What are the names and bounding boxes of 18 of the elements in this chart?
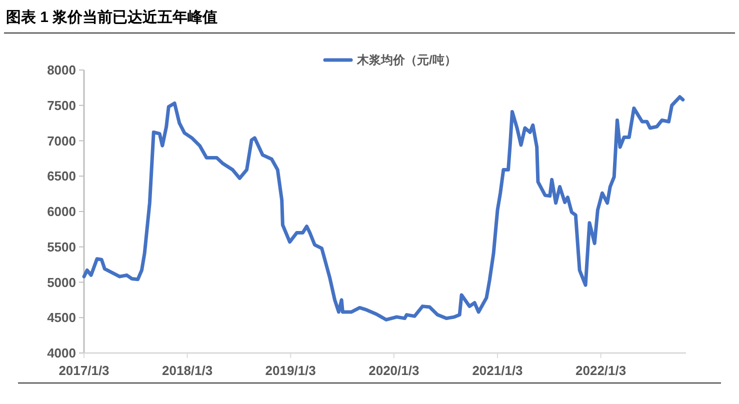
x-tick-label: 2021/1/3 bbox=[472, 363, 523, 378]
y-tick-label: 7500 bbox=[47, 98, 76, 113]
x-tick-label: 2017/1/3 bbox=[58, 363, 110, 378]
y-tick-label: 4500 bbox=[47, 310, 76, 326]
y-tick-label: 8000 bbox=[47, 62, 76, 78]
line-series bbox=[82, 95, 685, 322]
x-tick-label: 2018/1/3 bbox=[162, 363, 213, 378]
chart-title: 图表 1 浆价当前已达近五年峰值 bbox=[6, 9, 218, 26]
y-tick-label: 5500 bbox=[47, 239, 76, 254]
x-tick-label: 2019/1/3 bbox=[265, 363, 316, 378]
y-tick-label: 6500 bbox=[47, 168, 76, 184]
x-tick-label: 2022/1/3 bbox=[576, 363, 626, 378]
y-tick-label: 6000 bbox=[47, 204, 76, 220]
y-tick-label: 5000 bbox=[47, 274, 76, 290]
y-tick-label: 7000 bbox=[47, 133, 76, 148]
y-tick-label: 4000 bbox=[47, 346, 76, 361]
legend-label: 木浆均价（元/吨） bbox=[356, 53, 456, 68]
x-tick-label: 2020/1/3 bbox=[368, 363, 420, 378]
